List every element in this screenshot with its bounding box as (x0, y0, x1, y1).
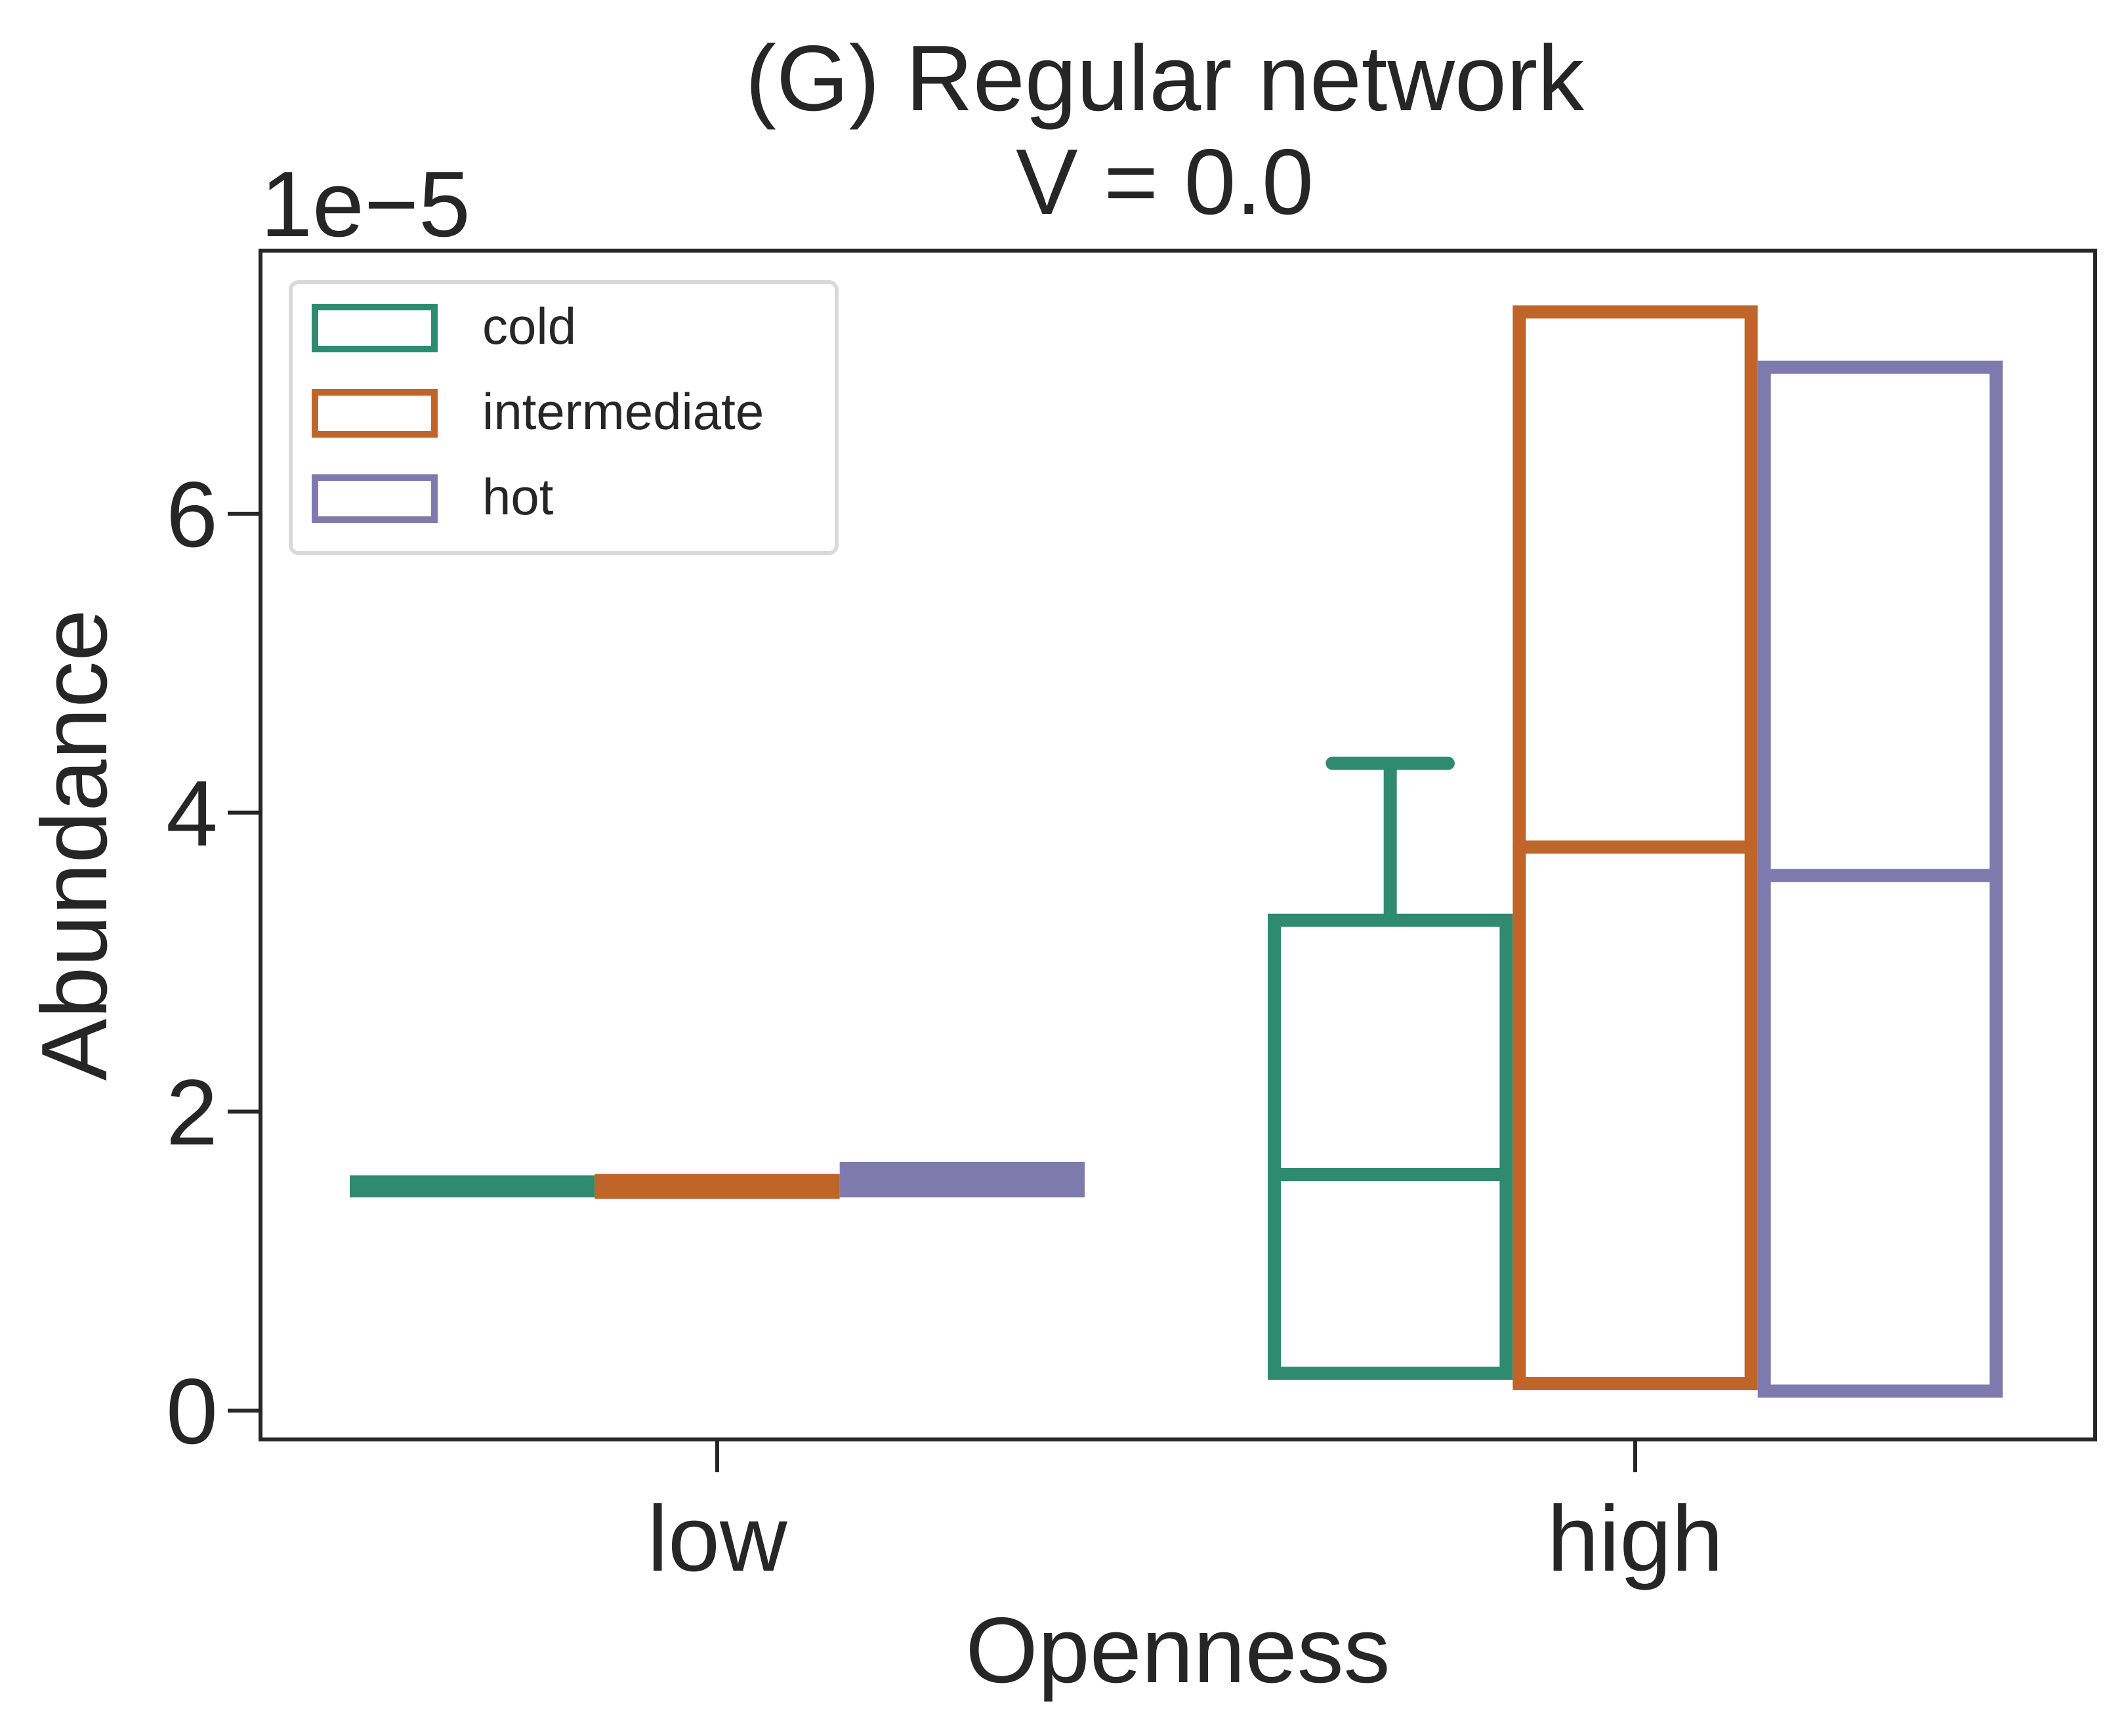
x-axis: low high (647, 1439, 1723, 1591)
boxes-layer (350, 305, 2003, 1398)
legend-swatch (312, 304, 438, 352)
legend-label: hot (482, 468, 554, 526)
box-intermediate-low (595, 1174, 840, 1199)
box-hot-high (1757, 360, 2003, 1398)
y-tick-label: 6 (166, 463, 218, 567)
x-tick-label-high: high (1547, 1487, 1723, 1591)
x-tick-label-low: low (647, 1487, 787, 1591)
plot-frame (259, 249, 2097, 1441)
chart-title: (G) Regular network (745, 26, 1585, 131)
y-tick-label: 2 (166, 1060, 218, 1165)
legend-swatch (312, 474, 438, 523)
y-axis-label: Abundance (22, 610, 127, 1081)
box-body (1268, 913, 1513, 1380)
legend-item-cold: cold (312, 297, 576, 355)
y-offset-label: 1e−5 (261, 152, 470, 257)
legend: cold intermediate hot (289, 280, 839, 555)
legend-items: cold intermediate hot (312, 297, 764, 526)
y-tick-label: 0 (166, 1359, 218, 1464)
legend-item-intermediate: intermediate (312, 382, 764, 440)
legend-label: cold (482, 297, 576, 355)
box-intermediate-high (1513, 305, 1758, 1390)
legend-label: intermediate (482, 382, 764, 440)
legend-swatch (312, 389, 438, 438)
x-axis-label: Openness (965, 1598, 1390, 1703)
box-cold-high (1268, 756, 1513, 1380)
y-axis: 0 2 4 6 (166, 463, 261, 1464)
box-cold-low (350, 1175, 595, 1198)
legend-item-hot: hot (312, 468, 554, 526)
chart-subtitle: V = 0.0 (1016, 130, 1314, 234)
box-hot-low (839, 1161, 1085, 1198)
y-tick-label: 4 (166, 762, 218, 866)
